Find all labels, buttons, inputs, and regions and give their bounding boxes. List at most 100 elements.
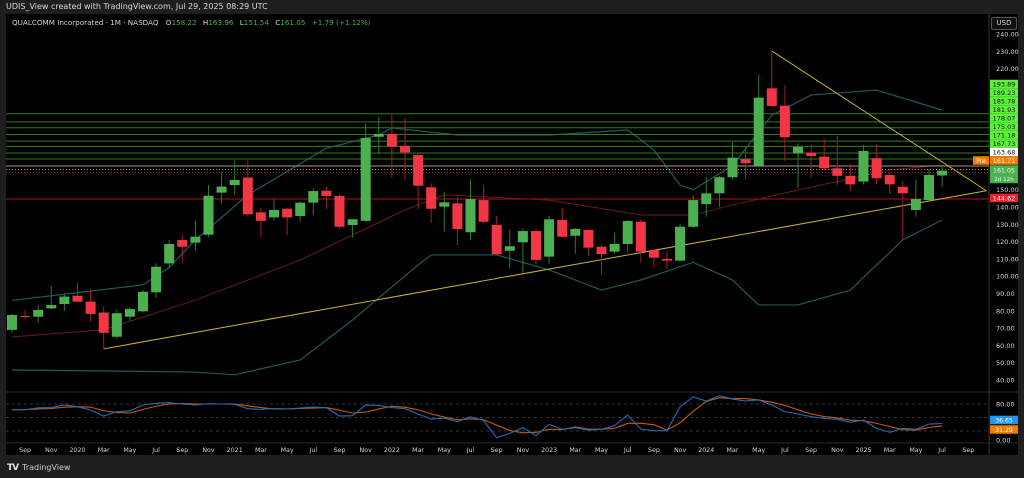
candle-body-2024-06 xyxy=(766,88,777,106)
candle-body-2019-09 xyxy=(20,315,31,317)
price-tick: 240.00 xyxy=(996,31,1019,39)
level-label: 175.03 xyxy=(993,123,1016,131)
time-tick: Sep xyxy=(491,447,503,454)
candle-body-2022-06 xyxy=(452,203,463,229)
bb-lower-line xyxy=(11,219,943,376)
level-label-bg xyxy=(990,122,1018,131)
time-tick: Mar xyxy=(727,447,739,454)
candle-body-2022-04 xyxy=(426,187,437,209)
candle-body-2023-05 xyxy=(596,246,607,255)
candle-body-2020-01 xyxy=(72,295,83,302)
candle-body-2020-08 xyxy=(164,244,175,264)
price-tick: 220.00 xyxy=(996,65,1019,73)
time-tick: Nov xyxy=(517,447,530,454)
level-label: 163.68 xyxy=(993,148,1016,156)
time-tick: Sep xyxy=(805,447,817,454)
candle-body-2021-07 xyxy=(308,191,319,203)
time-axis[interactable]: Sep Nov 2020 Mar May Jul Sep Nov 2021 Mar May Jul Se… xyxy=(19,447,974,454)
candle-body-2023-10 xyxy=(662,258,672,261)
pre-tag: Pre xyxy=(976,158,986,165)
rising-trendline xyxy=(103,190,987,350)
currency-button[interactable]: USD xyxy=(991,17,1017,30)
symbol-legend: QUALCOMM Incorporated · 1M · NASDAQ O158… xyxy=(12,18,375,28)
osc-tick: 0.00 xyxy=(996,436,1010,444)
candle-body-2019-08 xyxy=(7,314,17,330)
candle-body-2024-12 xyxy=(845,175,856,185)
candle-body-2022-11 xyxy=(517,231,528,243)
pre-tag-bg xyxy=(973,156,989,165)
level-label: 171.18 xyxy=(993,131,1016,139)
close-label: C xyxy=(275,18,281,27)
time-tick: Jul xyxy=(623,447,632,454)
candle-body-2020-09 xyxy=(177,240,188,247)
time-tick: Sep xyxy=(176,447,188,454)
candle-body-2024-04 xyxy=(740,159,751,164)
candle-body-2021-12 xyxy=(373,133,384,137)
price-tick: 40.00 xyxy=(996,377,1015,385)
candle-body-2023-04 xyxy=(583,230,594,248)
candle-body-2025-03 xyxy=(884,174,895,185)
close-value: 161.05 xyxy=(280,18,306,27)
time-tick: Mar xyxy=(98,447,110,454)
candle-body-2021-05 xyxy=(282,208,293,218)
time-tick: Jul xyxy=(466,447,475,454)
watermark-created-text: UDIS_View created with TradingView.com, … xyxy=(6,2,268,11)
candle-body-2023-02 xyxy=(557,219,568,237)
time-tick: Sep xyxy=(962,447,974,454)
price-tick: 60.00 xyxy=(996,342,1015,350)
time-tick: 2021 xyxy=(227,447,243,454)
symbol-title[interactable]: QUALCOMM Incorporated · 1M · NASDAQ xyxy=(12,18,159,27)
candle-body-2025-06 xyxy=(924,174,934,201)
level-label-bg xyxy=(990,147,1018,157)
time-tick: Nov xyxy=(45,447,58,454)
candle-body-2021-04 xyxy=(269,209,279,218)
candle-body-2024-07 xyxy=(779,105,790,138)
price-tick: 90.00 xyxy=(996,290,1015,298)
candles xyxy=(7,50,948,349)
candle-body-2021-01 xyxy=(229,180,240,186)
price-tick: 110.00 xyxy=(996,255,1019,263)
candle-body-2021-11 xyxy=(360,137,371,221)
osc-value-label-bg xyxy=(990,425,1018,434)
candle-body-2021-02 xyxy=(242,177,253,215)
time-tick: Mar xyxy=(569,447,581,454)
candle-body-2024-09 xyxy=(806,152,817,156)
candle-body-2024-08 xyxy=(793,146,803,154)
candle-body-2024-01 xyxy=(701,193,712,205)
time-tick: Jul xyxy=(937,447,946,454)
candle-body-2024-11 xyxy=(832,168,843,176)
candle-body-2023-12 xyxy=(688,200,699,227)
time-tick: May xyxy=(123,447,136,454)
candle-body-2020-12 xyxy=(216,186,227,193)
candle-body-2020-07 xyxy=(151,266,162,293)
candle-body-2019-12 xyxy=(59,296,70,305)
level-label: 181.93 xyxy=(993,106,1016,114)
brand-name[interactable]: TradingView xyxy=(22,463,71,472)
time-tick: 2020 xyxy=(69,447,85,454)
time-tick: Sep xyxy=(648,447,660,454)
price-axis[interactable]: 240.00 230.00 220.00 150.00 140.00 130.00 120.… xyxy=(996,31,1019,445)
time-tick: Jul xyxy=(780,447,789,454)
open-value: 158.22 xyxy=(171,18,197,27)
price-tick: 150.00 xyxy=(996,186,1019,194)
level-label-bg xyxy=(990,79,1018,89)
time-tick: 2024 xyxy=(698,447,714,454)
countdown-label: 2d 12h xyxy=(994,177,1014,183)
candle-body-2025-07 xyxy=(937,170,948,176)
candle-body-2022-12 xyxy=(531,231,541,260)
bb-basis-line xyxy=(11,164,943,338)
time-tick: Nov xyxy=(360,447,373,454)
candle-body-2023-01 xyxy=(544,219,555,257)
level-label: 167.73 xyxy=(993,140,1016,148)
time-tick: 2022 xyxy=(384,447,400,454)
price-tick: 70.00 xyxy=(996,325,1015,333)
candle-body-2023-08 xyxy=(635,221,646,252)
low-label: L xyxy=(239,18,244,27)
oscillator-pane xyxy=(6,395,989,439)
candle-body-2022-01 xyxy=(386,133,397,147)
last-price-label: 161.05 xyxy=(993,167,1015,174)
pre-price-label-bg xyxy=(990,156,1018,165)
level-label-bg xyxy=(990,139,1018,148)
tradingview-logo-icon[interactable]: TV xyxy=(7,463,19,473)
